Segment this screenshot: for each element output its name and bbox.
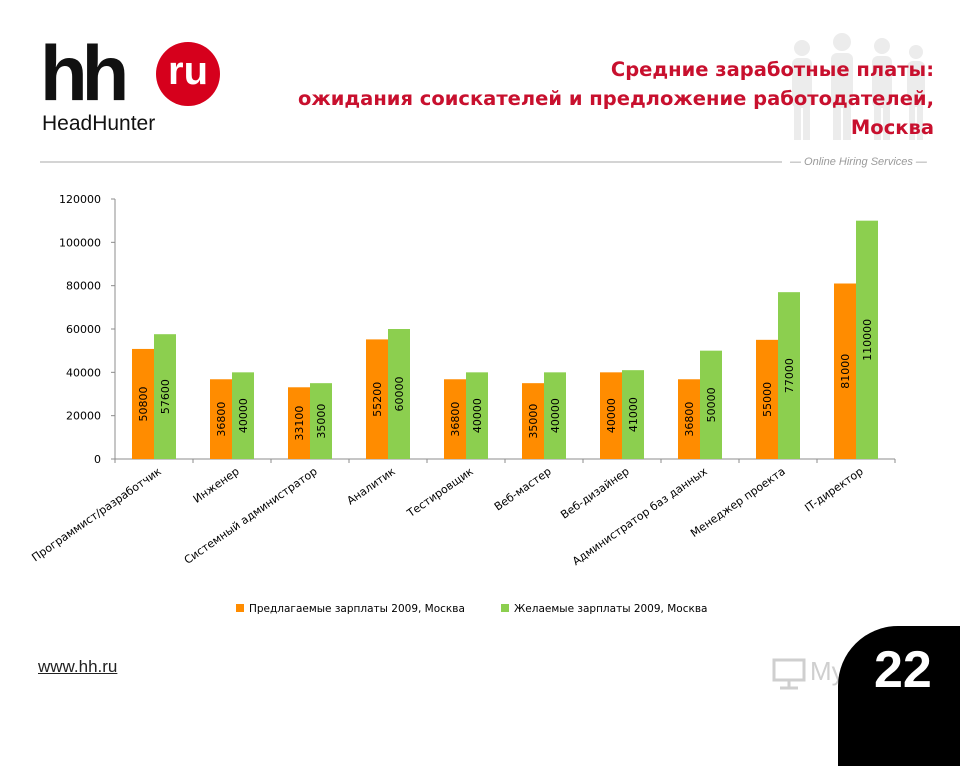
y-tick-label: 0 bbox=[94, 453, 101, 466]
hh-logo: hh ru HeadHunter bbox=[38, 30, 228, 140]
y-tick-label: 40000 bbox=[66, 366, 101, 379]
bar bbox=[678, 379, 700, 459]
bar bbox=[522, 383, 544, 459]
data-label: 81000 bbox=[839, 354, 852, 389]
header-divider bbox=[40, 161, 782, 163]
legend-label: Желаемые зарплаты 2009, Москва bbox=[514, 603, 707, 615]
title-line-2: ожидания соискателей и предложение работ… bbox=[297, 87, 934, 110]
logo-hh-text: hh bbox=[40, 29, 129, 117]
bar bbox=[834, 283, 856, 459]
data-label: 35000 bbox=[527, 404, 540, 439]
slide-title: Средние заработные платы: ожидания соиск… bbox=[234, 55, 934, 142]
data-label: 50000 bbox=[705, 387, 718, 422]
data-label: 40000 bbox=[549, 398, 562, 433]
x-tick-label: Веб-мастер bbox=[492, 465, 554, 514]
data-label: 35000 bbox=[315, 404, 328, 439]
bar bbox=[388, 329, 410, 459]
x-tick-label: Системный администратор bbox=[182, 465, 320, 567]
bar bbox=[600, 372, 622, 459]
x-tick-label: IT-директор bbox=[802, 465, 865, 515]
people-silhouettes-icon bbox=[792, 33, 925, 140]
data-label: 60000 bbox=[393, 377, 406, 412]
page-number-badge: 22 bbox=[838, 626, 960, 766]
x-tick-label: Аналитик bbox=[345, 465, 398, 508]
data-label: 77000 bbox=[783, 358, 796, 393]
bar bbox=[444, 379, 466, 459]
legend-swatch bbox=[236, 604, 244, 612]
logo-brand-name: HeadHunter bbox=[42, 112, 156, 135]
bar bbox=[700, 350, 722, 459]
bar bbox=[756, 339, 778, 459]
bar bbox=[232, 372, 254, 459]
data-label: 33100 bbox=[293, 406, 306, 441]
y-tick-label: 80000 bbox=[66, 280, 101, 293]
bar bbox=[622, 370, 644, 459]
x-tick-label: Тестировщик bbox=[404, 465, 476, 521]
page-number: 22 bbox=[874, 641, 932, 699]
logo-ru-badge: ru bbox=[156, 42, 220, 106]
bar bbox=[288, 387, 310, 459]
legend-label: Предлагаемые зарплаты 2009, Москва bbox=[249, 603, 465, 615]
data-label: 36800 bbox=[683, 402, 696, 437]
bar bbox=[210, 379, 232, 459]
bar bbox=[856, 220, 878, 459]
title-line-1: Средние заработные платы: bbox=[610, 58, 934, 81]
x-tick-label: Инженер bbox=[191, 465, 242, 506]
presentation-icon bbox=[772, 658, 806, 690]
data-label: 41000 bbox=[627, 397, 640, 432]
bar bbox=[544, 372, 566, 459]
x-tick-label: Веб-дизайнер bbox=[558, 465, 631, 522]
data-label: 36800 bbox=[449, 402, 462, 437]
y-tick-label: 60000 bbox=[66, 323, 101, 336]
title-line-3: Москва bbox=[850, 116, 934, 139]
data-label: 50800 bbox=[137, 386, 150, 421]
site-link[interactable]: www.hh.ru bbox=[38, 657, 118, 676]
data-label: 40000 bbox=[471, 398, 484, 433]
x-tick-label: Администратор баз данных bbox=[570, 465, 710, 569]
bar bbox=[310, 383, 332, 459]
data-label: 40000 bbox=[605, 398, 618, 433]
tagline: — Online Hiring Services — bbox=[790, 156, 927, 168]
legend-swatch bbox=[501, 604, 509, 612]
x-tick-label: Программист/разработчик bbox=[29, 465, 164, 565]
y-tick-label: 20000 bbox=[66, 410, 101, 423]
y-tick-label: 120000 bbox=[59, 193, 101, 206]
bar bbox=[466, 372, 488, 459]
bar bbox=[778, 292, 800, 459]
data-label: 40000 bbox=[237, 398, 250, 433]
bar bbox=[132, 348, 154, 459]
data-label: 36800 bbox=[215, 402, 228, 437]
data-label: 55000 bbox=[761, 382, 774, 417]
data-label: 55200 bbox=[371, 382, 384, 417]
y-tick-label: 100000 bbox=[59, 236, 101, 249]
bar bbox=[366, 339, 388, 459]
data-label: 57600 bbox=[159, 379, 172, 414]
data-label: 110000 bbox=[861, 319, 874, 361]
bar bbox=[154, 334, 176, 459]
salary-bar-chart: 0 20000 40000 60000 80000 100000 120000 50800 57… bbox=[29, 193, 896, 615]
